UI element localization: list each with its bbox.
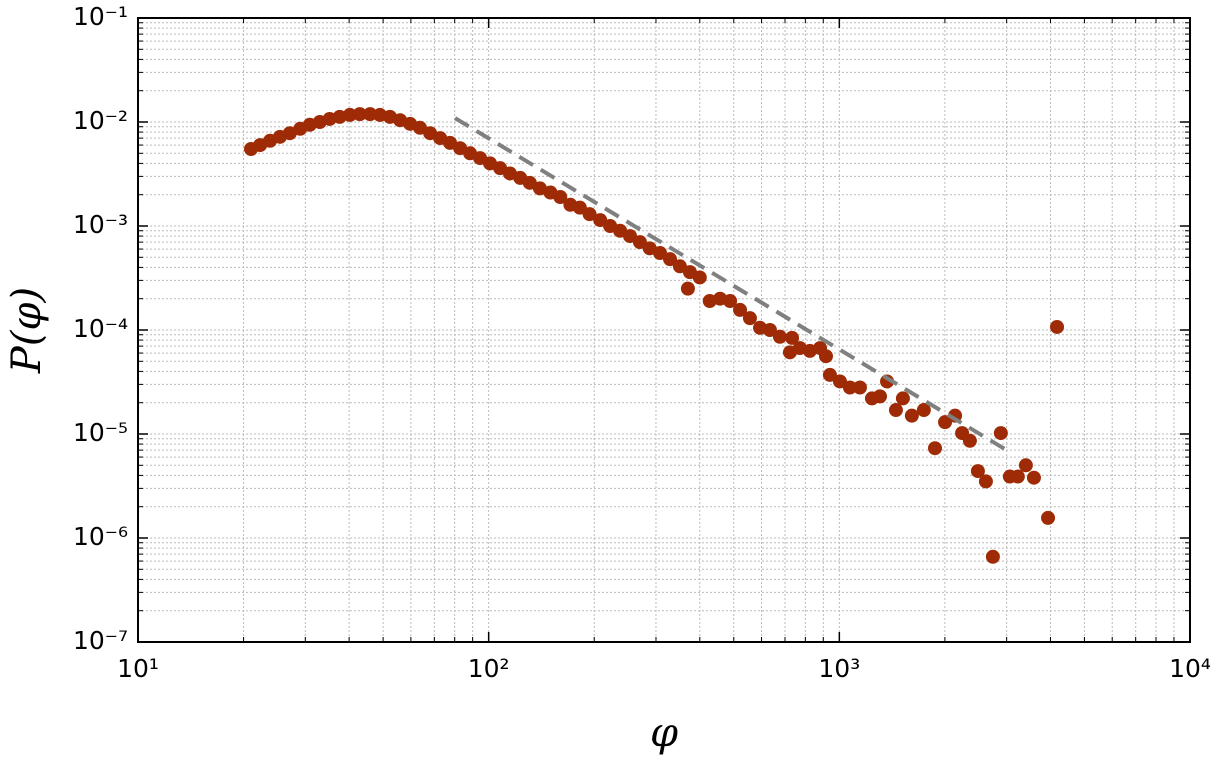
x-tick-label: 10⁴ [1169, 654, 1211, 683]
y-tick-label: 10⁻³ [73, 210, 128, 239]
point [916, 403, 931, 418]
x-tick-label: 10¹ [117, 654, 159, 683]
y-tick-label: 10⁻⁷ [73, 626, 128, 655]
point [993, 426, 1008, 441]
ticks: 10¹ 10² 10³ 10⁴ 10⁻⁷ 10⁻⁶ 10⁻⁵ 10⁻⁴ 10⁻³ 10⁻² 10⁻¹ [73, 2, 1211, 683]
point [822, 367, 837, 382]
point [785, 330, 800, 345]
point [532, 181, 547, 196]
point [723, 294, 738, 309]
point [962, 433, 977, 448]
fit-line [454, 116, 1011, 454]
y-tick-label: 10⁻¹ [73, 2, 128, 31]
point [553, 190, 568, 205]
point [927, 441, 942, 456]
point [938, 415, 953, 430]
point [663, 252, 678, 267]
point [692, 270, 707, 285]
point [985, 549, 1000, 564]
x-axis-label: φ [650, 710, 678, 756]
point [363, 107, 378, 122]
point [680, 281, 695, 296]
point [1010, 469, 1025, 484]
point [818, 349, 833, 364]
y-tick-label: 10⁻⁴ [73, 314, 128, 343]
point [978, 474, 993, 489]
marks [243, 107, 1065, 564]
y-axis-label: P(φ) [4, 287, 50, 374]
point [888, 403, 903, 418]
point [762, 323, 777, 337]
point [895, 391, 910, 406]
point [904, 408, 919, 423]
y-tick-label: 10⁻⁵ [73, 418, 128, 447]
point [742, 311, 757, 326]
point [1050, 319, 1065, 334]
x-tick-label: 10³ [818, 654, 860, 683]
point [352, 107, 367, 122]
point [733, 302, 748, 317]
point [582, 207, 597, 222]
point [652, 246, 667, 261]
point [970, 464, 985, 479]
point [1041, 510, 1056, 525]
grid [137, 17, 1191, 643]
x-tick-label: 10² [468, 654, 510, 683]
point [872, 389, 887, 404]
y-tick-label: 10⁻⁶ [73, 522, 128, 551]
point [842, 380, 857, 395]
point [1018, 458, 1033, 473]
point [1026, 470, 1041, 485]
point [852, 380, 867, 395]
point [772, 329, 787, 344]
y-tick-label: 10⁻² [73, 106, 128, 135]
